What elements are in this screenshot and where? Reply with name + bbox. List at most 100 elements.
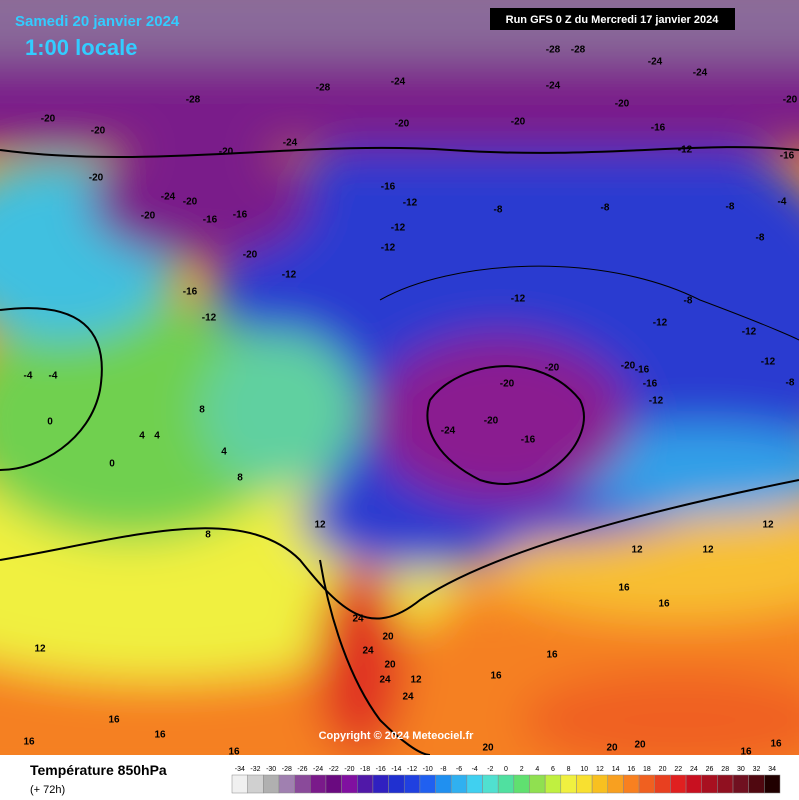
contour-label: -16 [635, 365, 650, 376]
scale-cell [341, 774, 358, 794]
date-title: Samedi 20 janvier 2024 [15, 13, 180, 30]
contour-label: -8 [756, 233, 765, 244]
contour-label: -20 [511, 117, 526, 128]
contour-label: -28 [316, 83, 331, 94]
contour-label: -16 [381, 182, 396, 193]
contour-label: -20 [89, 173, 104, 184]
scale-label: 22 [674, 766, 682, 773]
contour-label: -12 [202, 313, 217, 324]
contour-label: -4 [24, 371, 33, 382]
contour-label: -16 [643, 379, 658, 390]
contour-label: -12 [282, 270, 297, 281]
scale-label: 12 [596, 766, 604, 773]
contour-label: -24 [693, 68, 708, 79]
contour-label: -12 [511, 294, 526, 305]
contour-label: -20 [91, 126, 106, 137]
scale-cell [247, 774, 264, 794]
scale-label: 2 [520, 766, 524, 773]
scale-cell [372, 774, 389, 794]
scale-label: 26 [706, 766, 714, 773]
color-scale: -34 -32 -30 -28 -26 -24 -22 -20 -18 -16 -14 -12 -10-… [231, 766, 781, 794]
contour-label: -8 [684, 296, 693, 307]
scale-label: -10 [423, 766, 433, 773]
contour-label: -16 [233, 210, 248, 221]
contour-label: -8 [726, 202, 735, 213]
contour-label: 20 [382, 632, 394, 643]
contour-label: 12 [314, 520, 326, 531]
contour-label: 8 [205, 530, 211, 541]
scale-label: -2 [487, 766, 493, 773]
scale-label: -28 [282, 766, 292, 773]
scale-label: -4 [472, 766, 478, 773]
scale-label: 0 [504, 766, 508, 773]
contour-label: -20 [783, 95, 798, 106]
contour-label: 0 [109, 459, 115, 470]
contour-label: -24 [283, 138, 298, 149]
scale-cell [294, 774, 311, 794]
contour-label: 16 [618, 583, 630, 594]
contour-label: -20 [141, 211, 156, 222]
scale-cell [403, 774, 421, 794]
contour-label: 20 [634, 740, 646, 751]
scale-cell [513, 774, 530, 794]
scale-label: -12 [407, 766, 417, 773]
scale-cell [685, 774, 702, 794]
scale-cell [654, 774, 671, 794]
scale-cell [325, 774, 342, 794]
scale-cell [450, 774, 468, 794]
contour-label: -16 [203, 215, 218, 226]
contour-label: -20 [484, 416, 499, 427]
contour-label: -12 [678, 145, 693, 156]
contour-label: -28 [571, 45, 586, 56]
contour-label: 16 [546, 650, 558, 661]
scale-label: 14 [612, 766, 620, 773]
contour-label: -20 [395, 119, 410, 130]
scale-cell [591, 774, 609, 794]
copyright: Copyright © 2024 Meteociel.fr [319, 730, 475, 742]
run-info: Run GFS 0 Z du Mercredi 17 janvier 2024 [506, 14, 720, 26]
scale-cell [748, 774, 765, 794]
scale-label: 24 [690, 766, 698, 773]
contour-label: 0 [47, 417, 53, 428]
contour-label: -8 [601, 203, 610, 214]
scale-label: 32 [753, 766, 761, 773]
contour-label: -4 [778, 197, 787, 208]
scale-cell [419, 774, 436, 794]
contour-label: -12 [761, 357, 776, 368]
scale-cell [278, 774, 295, 794]
contour-label: -16 [521, 435, 536, 446]
scale-label: 28 [721, 766, 729, 773]
scale-label: -14 [391, 766, 401, 773]
scale-label: -32 [250, 766, 260, 773]
contour-label: 24 [379, 675, 391, 686]
contour-label: 16 [23, 737, 35, 748]
contour-label: 8 [199, 405, 205, 416]
scale-label: 34 [768, 766, 776, 773]
contour-label: 24 [352, 614, 364, 625]
contour-label: -24 [391, 77, 406, 88]
legend-subtitle: (+ 72h) [30, 784, 65, 796]
time-title: 1:00 locale [25, 35, 138, 60]
scale-label: 8 [567, 766, 571, 773]
legend-title: Température 850hPa [30, 762, 167, 778]
scale-cell [357, 774, 374, 794]
contour-label: 12 [410, 675, 422, 686]
contour-label: -12 [381, 243, 396, 254]
contour-label: 16 [658, 599, 670, 610]
contour-label: -20 [545, 363, 560, 374]
contour-label: 16 [108, 715, 120, 726]
contour-label: -20 [219, 147, 234, 158]
contour-label: 12 [702, 545, 714, 556]
scale-label: 16 [627, 766, 635, 773]
scale-label: -6 [456, 766, 462, 773]
contour-label: -12 [742, 327, 757, 338]
scale-label: -16 [376, 766, 386, 773]
contour-label: -12 [391, 223, 406, 234]
contour-labels: -28 -28-24-24-24-28-28-24-20-20-20 -20-20-… [23, 45, 797, 758]
contour-label: -20 [41, 114, 56, 125]
scale-cell [497, 774, 515, 794]
contour-label: -28 [186, 95, 201, 106]
contour-label: -24 [546, 81, 561, 92]
